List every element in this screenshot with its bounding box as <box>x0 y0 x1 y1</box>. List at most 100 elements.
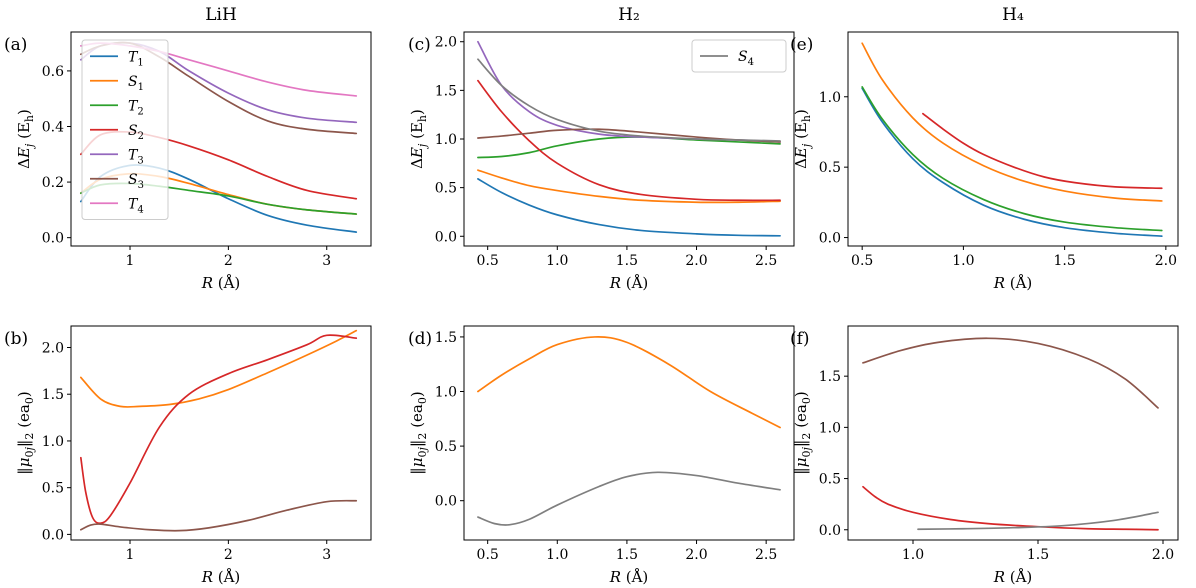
series-line-S2 <box>862 485 1159 531</box>
y-axis-label: ΔEj (Eh) <box>792 109 813 169</box>
series-group <box>862 337 1159 531</box>
legend: S4 <box>691 39 787 73</box>
y-axis-label: ΔEj (Eh) <box>408 109 429 169</box>
legend-label: T1 <box>128 49 144 68</box>
x-tick-label: 0.5 <box>477 253 499 269</box>
series-line-S3 <box>862 337 1159 409</box>
y-tick-label: 1.5 <box>435 330 457 346</box>
series-line-S4 <box>477 58 781 142</box>
panel-title: H₂ <box>618 5 640 25</box>
y-tick-label: 1.5 <box>819 369 841 385</box>
panel-letter: (b) <box>4 329 28 349</box>
x-tick-label: 1.0 <box>546 253 568 269</box>
y-tick-label: 0.0 <box>435 494 457 510</box>
axes-frame <box>847 31 1179 247</box>
y-tick-label: 1.0 <box>819 420 841 436</box>
y-tick-label: 0.4 <box>42 119 64 135</box>
panel-c: 0.5 1.0 1.5 2.0 2.50.00.51.01.52.0(c)H₂R (Å)… <box>408 5 795 292</box>
x-axis-label: R (Å) <box>993 274 1033 292</box>
series-line-S4 <box>477 471 781 526</box>
legend-box <box>81 39 169 220</box>
panel-b: 1 2 3 0.0 0.5 1.0 1.5 2.0 (b) R (Å) ‖μ0j‖2 (ea0) <box>4 325 372 586</box>
y-tick-label: 1.5 <box>42 387 64 403</box>
axes-frame <box>463 325 795 541</box>
x-tick-label: 1.0 <box>546 547 568 563</box>
legend-label: T4 <box>128 196 144 215</box>
x-axis-label: R (Å) <box>201 274 241 292</box>
series-group <box>79 329 358 532</box>
y-axis-label: ‖μ0j‖2 (ea0) <box>408 391 429 474</box>
x-tick-label: 0.5 <box>477 547 499 563</box>
series-line-T2 <box>861 86 1163 232</box>
panel-letter: (f) <box>790 329 810 349</box>
panel-letter: (e) <box>790 35 813 55</box>
legend: T1 S1 T2 S2 T3 S3 T4 <box>81 39 169 220</box>
panel-letter: (c) <box>408 35 431 55</box>
legend-label: S3 <box>128 172 144 191</box>
series-group <box>477 336 781 526</box>
panel-f: 1.0 1.5 2.0 0.0 0.5 1.0 1.5 (f) R (Å) ‖μ0j‖2 (ea0… <box>790 325 1179 586</box>
y-tick-label: 1.5 <box>435 83 457 99</box>
series-group <box>861 42 1163 237</box>
y-tick-label: 0.2 <box>42 175 64 191</box>
panel-letter: (d) <box>408 329 432 349</box>
y-tick-label: 0.5 <box>435 181 457 197</box>
y-tick-label: 1.0 <box>435 132 457 148</box>
panel-a: 1 2 3 0.0 0.2 0.4 0.6 (a) LiH R (Å) ΔEj (Eh) T1 S1 T2… <box>4 5 372 292</box>
series-line-T1 <box>477 178 781 237</box>
legend-box <box>691 39 787 73</box>
y-axis-label: ΔEj (Eh) <box>15 109 36 169</box>
legend-label: T3 <box>128 147 144 166</box>
y-tick-label: 0.6 <box>42 64 64 80</box>
series-line-S2 <box>922 112 1163 190</box>
legend-label: S2 <box>128 123 144 142</box>
axes-frame <box>70 31 372 247</box>
x-tick-label: 2.0 <box>1155 253 1177 269</box>
y-tick-label: 0.5 <box>819 160 841 176</box>
panel-letter: (a) <box>4 35 27 55</box>
x-tick-label: 2.0 <box>685 253 707 269</box>
y-tick-label: 1.0 <box>42 434 64 450</box>
legend-label: S1 <box>128 74 144 93</box>
y-tick-label: 0.0 <box>819 231 841 247</box>
x-tick-label: 2.0 <box>1152 547 1174 563</box>
panel-d: 0.5 1.0 1.5 2.0 2.50.00.51.01.5(d)R (Å)‖μ0j‖… <box>408 325 795 586</box>
x-tick-label: 1.5 <box>1053 253 1075 269</box>
panel-title: LiH <box>205 5 237 25</box>
x-axis-label: R (Å) <box>201 568 241 586</box>
legend-label: S4 <box>738 49 754 68</box>
x-axis-label: R (Å) <box>993 568 1033 586</box>
x-tick-label: 2.0 <box>685 547 707 563</box>
x-tick-label: 1 <box>126 547 135 563</box>
x-axis-label: R (Å) <box>609 274 649 292</box>
series-line-T1 <box>861 87 1163 237</box>
x-axis-label: R (Å) <box>609 568 649 586</box>
series-line-S1 <box>861 42 1163 202</box>
axes-frame <box>70 325 372 541</box>
series-line-S1 <box>79 329 358 408</box>
panel-e: 0.5 1.0 1.5 2.0 0.0 0.5 1.0 (e) H₄ R (Å) ΔEj (Eh) <box>790 5 1179 292</box>
y-tick-label: 0.5 <box>435 439 457 455</box>
x-tick-label: 3 <box>322 547 331 563</box>
axes-frame <box>847 325 1179 541</box>
panel-title: H₄ <box>1002 5 1024 25</box>
x-tick-label: 1.5 <box>616 253 638 269</box>
y-axis-label: ‖μ0j‖2 (ea0) <box>792 391 813 474</box>
y-tick-label: 0.5 <box>819 472 841 488</box>
x-tick-label: 2 <box>224 547 233 563</box>
y-axis-label: ‖μ0j‖2 (ea0) <box>15 391 36 474</box>
series-line-S4 <box>917 511 1159 531</box>
y-tick-label: 0.0 <box>42 231 64 247</box>
y-tick-label: 0.5 <box>42 481 64 497</box>
x-tick-label: 3 <box>322 253 331 269</box>
series-line-S2 <box>79 334 358 525</box>
y-tick-label: 1.0 <box>435 385 457 401</box>
series-group <box>477 40 781 237</box>
x-tick-label: 2.5 <box>755 547 777 563</box>
series-line-S2 <box>477 79 781 202</box>
x-tick-label: 1.0 <box>902 547 924 563</box>
y-tick-label: 0.0 <box>435 229 457 245</box>
x-tick-label: 1.5 <box>1027 547 1049 563</box>
series-line-S1 <box>477 169 781 204</box>
